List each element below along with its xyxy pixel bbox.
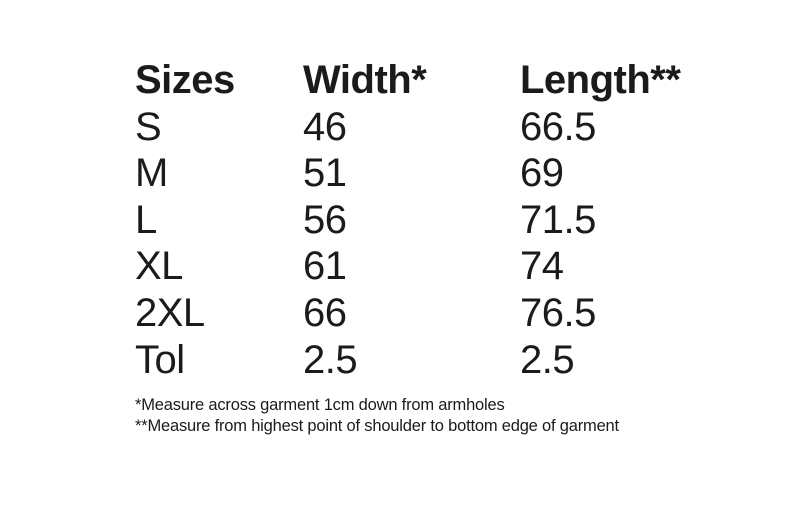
size-cell: XL [135,244,183,289]
length-cell: 2.5 [520,337,575,382]
footnotes: *Measure across garment 1cm down from ar… [135,395,695,436]
length-cell: 66.5 [520,104,596,149]
footnote-width-measure: *Measure across garment 1cm down from ar… [135,396,505,415]
size-chart: Sizes Width* Length** S 46 66.5 M 51 69 … [135,57,695,436]
length-cell: 71.5 [520,197,596,242]
length-cell: 69 [520,151,564,196]
size-table: Sizes Width* Length** S 46 66.5 M 51 69 … [135,57,695,383]
width-cell: 56 [303,197,347,242]
size-cell: L [135,197,157,242]
length-cell: 76.5 [520,290,596,335]
column-header-sizes: Sizes [135,58,235,102]
size-cell: M [135,151,168,196]
size-cell: S [135,104,162,149]
width-cell: 51 [303,151,347,196]
size-cell: 2XL [135,290,205,335]
length-cell: 74 [520,244,564,289]
footnote-length-measure: **Measure from highest point of shoulder… [135,416,619,435]
size-cell: Tol [135,337,185,382]
width-cell: 2.5 [303,337,358,382]
width-cell: 61 [303,244,347,289]
width-cell: 46 [303,104,347,149]
width-cell: 66 [303,290,347,335]
column-header-width: Width* [303,58,427,102]
column-header-length: Length** [520,58,681,102]
